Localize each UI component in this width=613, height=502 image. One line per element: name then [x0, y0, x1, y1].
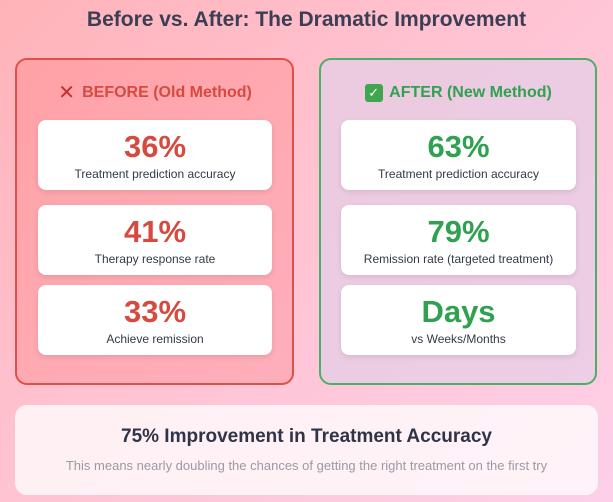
cross-mark-icon: ✕ [58, 81, 75, 104]
check-mark-icon: ✓ [364, 84, 383, 103]
stat-label: vs Weeks/Months [411, 332, 506, 346]
stat-value: 36% [123, 129, 187, 164]
before-card-remission: 33% Achieve remission [38, 285, 272, 355]
after-panel: ✓ AFTER (New Method) 63% Treatment predi… [319, 58, 597, 385]
after-card-accuracy: 63% Treatment prediction accuracy [341, 120, 576, 190]
after-header-label: AFTER (New Method) [389, 84, 552, 101]
stat-value: 63% [427, 129, 490, 164]
stat-value: 41% [123, 214, 187, 249]
stat-label: Treatment prediction accuracy [378, 167, 539, 181]
stat-label: Remission rate (targeted treatment) [363, 252, 554, 266]
stat-label: Therapy response rate [94, 252, 216, 266]
stat-value: 33% [123, 294, 187, 329]
before-card-accuracy: 36% Treatment prediction accuracy [38, 120, 272, 190]
page-title: Before vs. After: The Dramatic Improveme… [86, 8, 527, 31]
summary-title: 75% Improvement in Treatment Accuracy [121, 426, 492, 447]
before-card-response: 41% Therapy response rate [38, 205, 272, 275]
after-card-speed: Days vs Weeks/Months [341, 285, 576, 355]
summary-subtitle: This means nearly doubling the chances o… [65, 458, 548, 473]
after-card-remission: 79% Remission rate (targeted treatment) [341, 205, 576, 275]
stat-value: Days [421, 294, 496, 329]
before-header: ✕ BEFORE (Old Method) [17, 82, 292, 104]
stat-label: Treatment prediction accuracy [74, 167, 236, 181]
stat-label: Achieve remission [106, 332, 204, 346]
summary-box: 75% Improvement in Treatment Accuracy Th… [15, 405, 598, 495]
stat-value: 79% [427, 214, 490, 249]
before-header-label: BEFORE (Old Method) [82, 84, 252, 101]
after-header: ✓ AFTER (New Method) [321, 82, 595, 104]
before-panel: ✕ BEFORE (Old Method) 36% Treatment pred… [15, 58, 294, 385]
